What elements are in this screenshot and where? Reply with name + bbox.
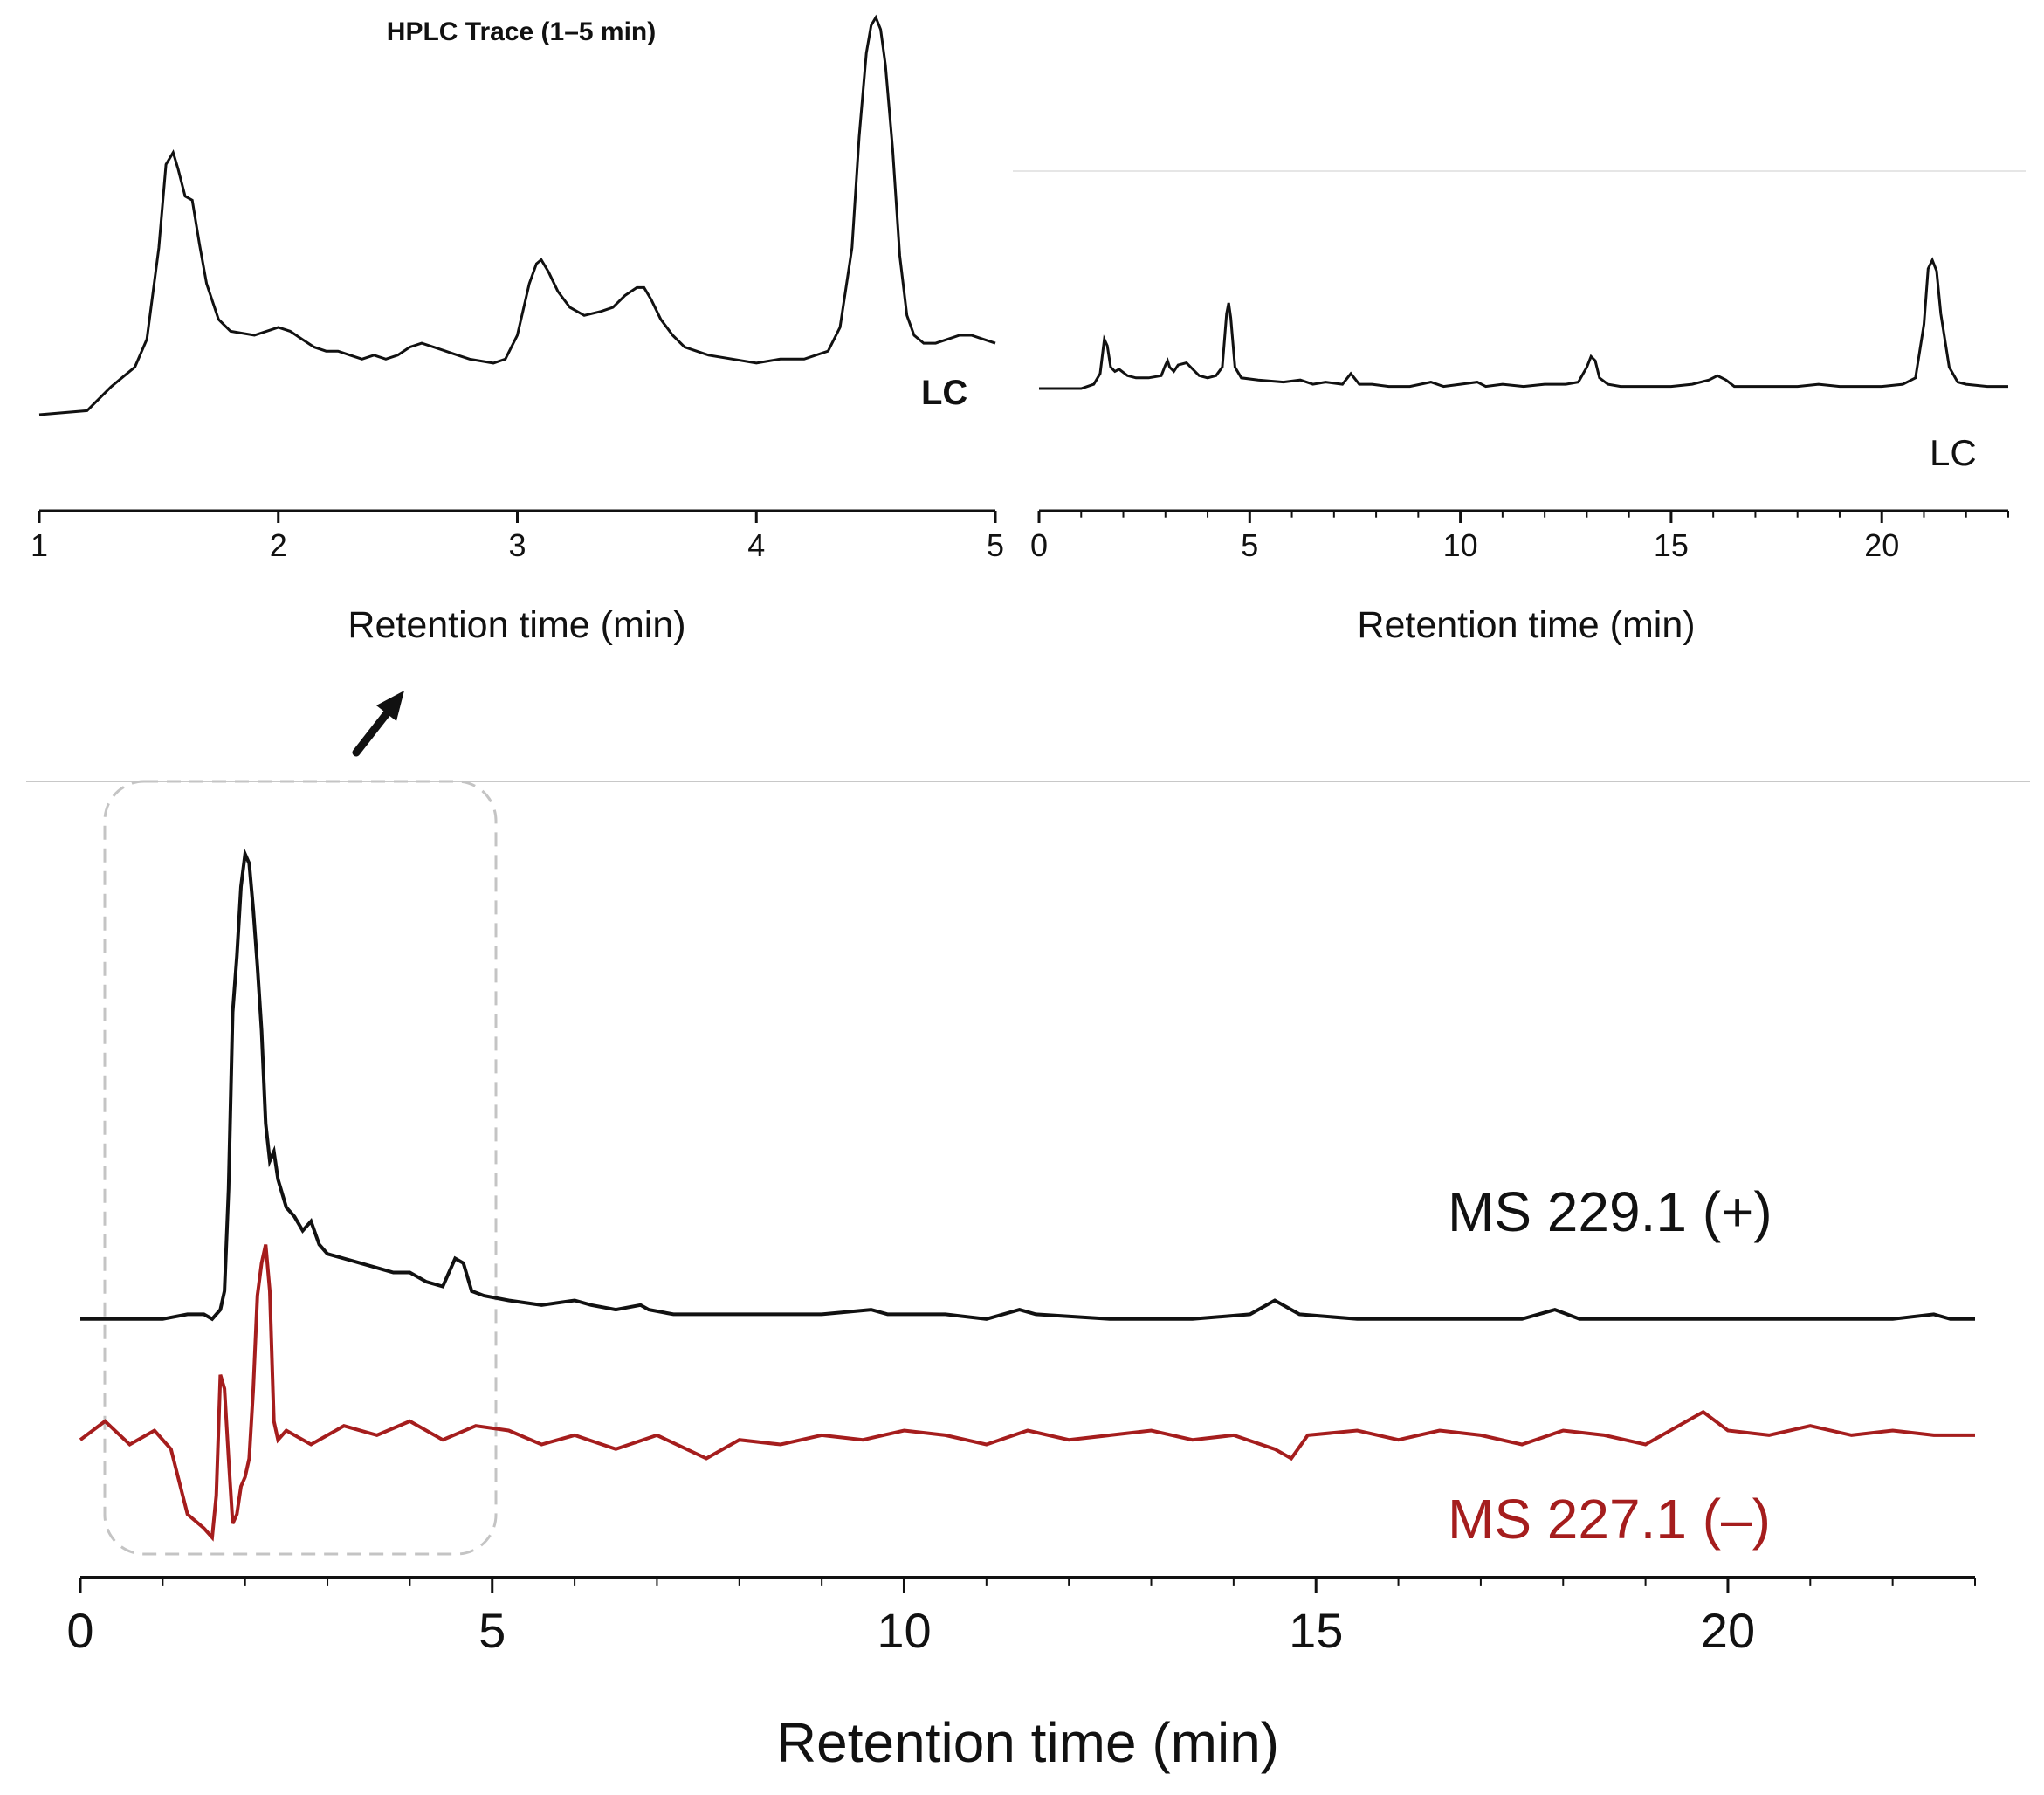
ms-x-ticks: 0 5 10 15 20 [66, 1578, 1976, 1658]
inset-lc-trace [38, 14, 996, 416]
overview-x-ticks: 0 5 10 15 20 [1030, 511, 2009, 563]
ms-positive-trace [80, 847, 1975, 1322]
overview-x-tick-label: 5 [1241, 527, 1258, 563]
overview-x-axis-title: Retention time (min) [1357, 604, 1695, 646]
zoom-arrow-icon [352, 691, 404, 757]
overview-x-tick-label: 20 [1864, 527, 1899, 563]
inset-x-tick-label: 1 [31, 527, 48, 563]
overview-x-tick-label: 15 [1654, 527, 1689, 563]
inset-x-axis-title: Retention time (min) [348, 604, 685, 646]
inset-x-tick-label: 5 [987, 527, 1004, 563]
inset-series-label: LC [921, 374, 967, 412]
highlight-dashed-box [103, 780, 498, 1556]
ms-x-axis-title: Retention time (min) [776, 1711, 1279, 1774]
overview-lc-trace [1039, 257, 2008, 390]
ms-negative-trace [79, 1244, 1975, 1542]
inset-title: HPLC Trace (1–5 min) [387, 17, 656, 46]
overview-chart: LC 0 5 10 15 20 Retention time (min) [1030, 257, 2009, 646]
ms-x-tick-label: 0 [66, 1603, 93, 1658]
ms-x-tick-label: 15 [1289, 1603, 1343, 1658]
ms-x-tick-label: 5 [478, 1603, 506, 1658]
ms-negative-label: MS 227.1 (–) [1448, 1488, 1771, 1551]
inset-x-tick-label: 2 [270, 527, 287, 563]
overview-x-tick-label: 10 [1443, 527, 1478, 563]
ms-x-tick-label: 20 [1701, 1603, 1755, 1658]
inset-x-tick-label: 4 [747, 527, 765, 563]
overview-x-tick-label: 0 [1030, 527, 1048, 563]
inset-x-tick-label: 3 [508, 527, 526, 563]
ms-positive-label: MS 229.1 (+) [1448, 1180, 1772, 1243]
ms-chart: MS 229.1 (+) MS 227.1 (–) 0 5 10 15 20 Reten… [66, 780, 1976, 1774]
inset-x-ticks: 1 2 3 4 5 [31, 511, 1004, 563]
inset-chart: HPLC Trace (1–5 min) LC 1 2 3 4 5 Retention … [31, 14, 1004, 646]
overview-series-label: LC [1930, 432, 1977, 473]
ms-x-tick-label: 10 [877, 1603, 931, 1658]
